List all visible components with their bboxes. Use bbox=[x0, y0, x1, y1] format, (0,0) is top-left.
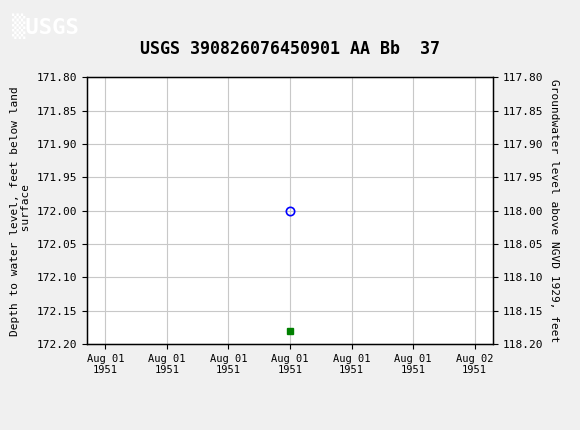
Text: ▒USGS: ▒USGS bbox=[12, 13, 78, 39]
Text: USGS 390826076450901 AA Bb  37: USGS 390826076450901 AA Bb 37 bbox=[140, 40, 440, 58]
Y-axis label: Groundwater level above NGVD 1929, feet: Groundwater level above NGVD 1929, feet bbox=[549, 79, 559, 342]
Y-axis label: Depth to water level, feet below land
 surface: Depth to water level, feet below land su… bbox=[10, 86, 31, 335]
